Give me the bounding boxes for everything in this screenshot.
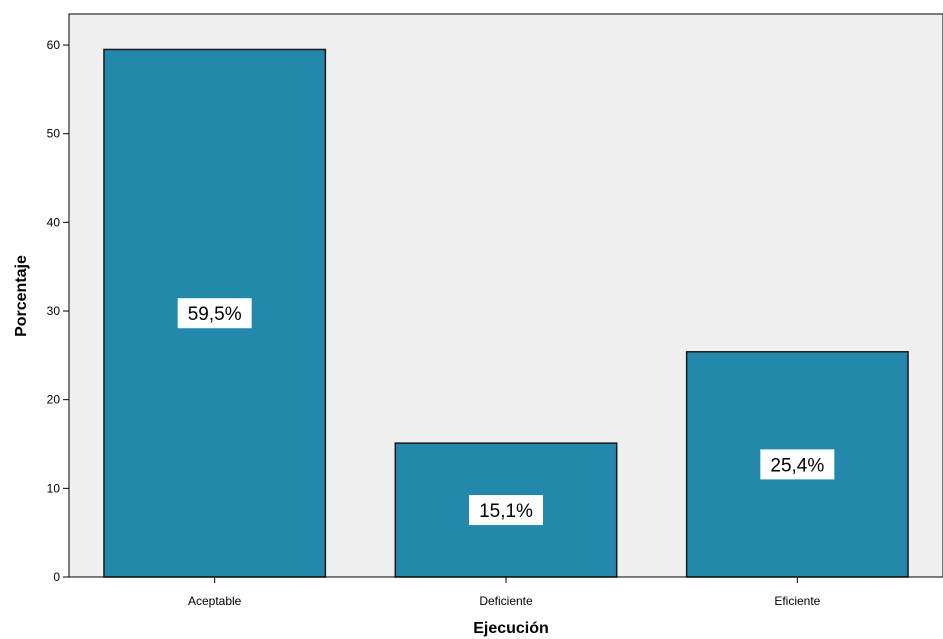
y-tick-label: 30 — [47, 304, 61, 318]
y-axis-title: Porcentaje — [13, 255, 30, 337]
data-label-text: 25,4% — [770, 455, 824, 476]
x-axis-title: Ejecución — [473, 620, 549, 637]
x-axis-ticks: Aceptable Deficiente Eficiente — [188, 577, 821, 608]
x-tick-label-eficiente: Eficiente — [774, 594, 820, 608]
data-label-box — [177, 298, 252, 329]
y-tick-label: 10 — [47, 481, 61, 495]
data-label-eficiente: 25,4% — [760, 449, 835, 480]
y-tick-label: 0 — [53, 570, 60, 584]
y-tick-label: 50 — [47, 127, 61, 141]
data-label-text: 15,1% — [479, 501, 533, 522]
data-label-deficiente: 15,1% — [469, 495, 543, 526]
x-tick-label-deficiente: Deficiente — [479, 594, 533, 608]
y-tick-label: 20 — [47, 393, 61, 407]
y-tick-label: 60 — [47, 38, 61, 52]
data-label-box — [469, 495, 543, 526]
data-label-text: 59,5% — [188, 304, 242, 325]
y-tick-label: 40 — [47, 215, 61, 229]
y-axis-ticks: 0 10 20 30 40 50 60 — [47, 38, 69, 584]
data-label-box — [760, 449, 835, 480]
bars: 59,5% 15,1% 25,4% — [103, 48, 909, 578]
data-label-aceptable: 59,5% — [177, 298, 252, 329]
x-tick-label-aceptable: Aceptable — [188, 594, 242, 608]
